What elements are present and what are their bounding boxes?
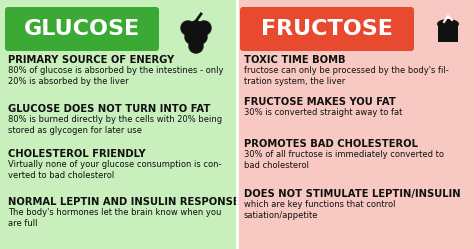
Bar [0,0,237,249]
Text: FRUCTOSE MAKES YOU FAT: FRUCTOSE MAKES YOU FAT [244,97,396,107]
Circle shape [189,21,203,35]
Text: which are key functions that control
satiation/appetite: which are key functions that control sat… [244,200,395,220]
Bar [237,0,474,249]
Circle shape [197,21,211,35]
Text: GLUCOSE DOES NOT TURN INTO FAT: GLUCOSE DOES NOT TURN INTO FAT [8,104,210,114]
Text: 80% of glucose is absorbed by the intestines - only
20% is absorbed by the liver: 80% of glucose is absorbed by the intest… [8,66,224,86]
Text: Virtually none of your glucose consumption is con-
verted to bad cholesterol: Virtually none of your glucose consumpti… [8,160,221,180]
Circle shape [189,39,203,53]
Text: TOXIC TIME BOMB: TOXIC TIME BOMB [244,55,346,65]
Ellipse shape [437,19,459,29]
Circle shape [185,30,199,44]
Text: GLUCOSE: GLUCOSE [24,19,140,39]
Text: 30% is converted straight away to fat: 30% is converted straight away to fat [244,108,402,117]
Text: DOES NOT STIMULATE LEPTIN/INSULIN: DOES NOT STIMULATE LEPTIN/INSULIN [244,189,461,199]
Text: NORMAL LEPTIN AND INSULIN RESPONSE: NORMAL LEPTIN AND INSULIN RESPONSE [8,197,240,207]
FancyBboxPatch shape [240,7,414,51]
Circle shape [193,30,207,44]
FancyBboxPatch shape [5,7,159,51]
Text: PROMOTES BAD CHOLESTEROL: PROMOTES BAD CHOLESTEROL [244,139,418,149]
Text: CHOLESTEROL FRIENDLY: CHOLESTEROL FRIENDLY [8,149,146,159]
Circle shape [181,21,195,35]
FancyBboxPatch shape [438,26,458,42]
Text: fructose can only be processed by the body's fil-
tration system, the liver: fructose can only be processed by the bo… [244,66,449,86]
Text: 30% of all fructose is immediately converted to
bad cholesterol: 30% of all fructose is immediately conve… [244,150,444,170]
Text: FRUCTOSE: FRUCTOSE [261,19,393,39]
Text: PRIMARY SOURCE OF ENERGY: PRIMARY SOURCE OF ENERGY [8,55,174,65]
Text: 80% is burned directly by the cells with 20% being
stored as glycogen for later : 80% is burned directly by the cells with… [8,115,222,135]
Text: The body's hormones let the brain know when you
are full: The body's hormones let the brain know w… [8,208,221,228]
